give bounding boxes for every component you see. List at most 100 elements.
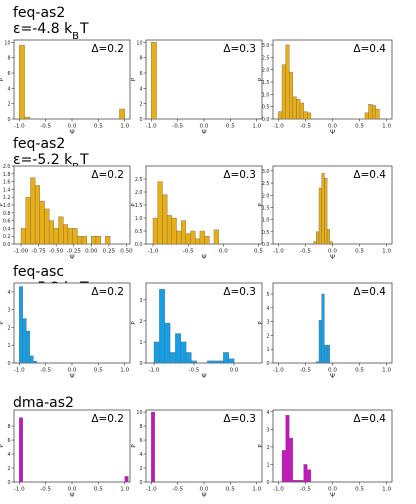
x-tick-label: -0.5 [172, 487, 183, 493]
histogram-bar [318, 187, 322, 245]
y-tick-label: 2 [7, 102, 10, 108]
y-tick-label: 4 [139, 86, 142, 92]
histogram-bar [180, 341, 187, 364]
y-axis-label: P [0, 444, 5, 448]
y-axis-label: P [258, 321, 264, 325]
histogram-bar [166, 215, 172, 245]
y-tick-label: 4 [7, 86, 10, 92]
histogram-bar [204, 235, 210, 245]
y-tick-label: 3.0 [262, 43, 270, 49]
y-tick-label: 3 [139, 298, 142, 304]
x-tick-label: -0.5 [172, 124, 183, 130]
histogram-bar [72, 228, 78, 245]
x-tick-label: -0.5 [40, 487, 51, 493]
histogram-bar [24, 116, 31, 120]
histogram-bar [48, 220, 55, 245]
histogram-bar [19, 286, 24, 364]
histogram-bar [289, 437, 294, 483]
y-axis-label: P [258, 77, 264, 81]
y-tick-label: 4 [266, 410, 269, 416]
y-tick-label: 1.0 [135, 216, 143, 222]
plot-frame [13, 39, 131, 120]
x-axis-label: Ψ [201, 253, 206, 261]
histogram-bar [321, 173, 325, 245]
x-tick-label: 0.0 [68, 124, 77, 130]
x-tick-label: 0.0 [328, 124, 337, 130]
y-tick-label: 0.2 [3, 234, 11, 240]
x-tick-label: -0.5 [300, 368, 311, 374]
histogram-bar [285, 44, 290, 120]
y-axis-label: P [131, 444, 137, 448]
delta-label: Δ=0.2 [91, 43, 124, 55]
y-tick-label: 10 [136, 40, 142, 46]
histogram-bar [153, 341, 160, 364]
histogram-bar [185, 352, 192, 364]
histogram-bar [324, 344, 328, 364]
x-tick-label: 0.0 [230, 368, 239, 374]
histogram-bar [281, 64, 286, 120]
y-tick-label: 0.0 [3, 242, 11, 248]
histogram-bar [157, 181, 163, 245]
y-tick-label: 2 [266, 445, 269, 451]
histogram-bar [30, 177, 36, 245]
y-axis-label: P [131, 77, 137, 81]
x-tick-label: -1.0 [146, 124, 157, 130]
y-tick-label: 1.5 [262, 80, 270, 86]
x-tick-label: 0.5 [355, 368, 364, 374]
x-axis-label: Ψ [330, 253, 335, 261]
histogram-bar [29, 355, 34, 364]
histogram-bar [151, 42, 157, 120]
histogram-bar [299, 480, 304, 483]
plot-frame [272, 165, 393, 245]
row-system-label: feq-asc [13, 264, 64, 280]
y-tick-label: 1.6 [3, 180, 11, 186]
histogram-bar [151, 411, 156, 483]
y-tick-label: 1.4 [3, 187, 11, 193]
x-axis-label: Ψ [69, 128, 74, 136]
histogram-bar [176, 230, 182, 245]
x-tick-label: -0.5 [40, 368, 51, 374]
x-tick-label: 0.50 [120, 249, 133, 255]
y-tick-label: 8 [139, 424, 142, 430]
histogram-bar [34, 185, 41, 245]
plot-frame [13, 409, 131, 483]
panel-4-1: -1.0 -0.5 0.0 0.5 1.0 0 2 4 6 8 Ψ P Δ=0.2 [0, 409, 131, 499]
x-tick-label: -0.5 [183, 249, 194, 255]
histogram-bar [326, 344, 330, 364]
panel-2-3: -1.0 -0.5 0.0 0.5 1.0 0.0 0.5 1.0 1.5 2.0 2.5 3.0 Ψ P… [258, 165, 393, 261]
panel-2-1: -1.00 -0.75 -0.50 -0.25 0.00 0.25 0.50 0.0 0.2 0.… [0, 164, 133, 261]
x-axis-label: Ψ [201, 128, 206, 136]
delta-label: Δ=0.4 [353, 286, 386, 298]
x-tick-label: -1.0 [14, 124, 25, 130]
histogram-bar [190, 230, 196, 245]
x-tick-label: 1.0 [382, 487, 391, 493]
y-tick-label: 0.4 [3, 226, 11, 232]
panel-3-1: -1.0 -0.5 0.0 0.5 1.0 0 1 2 3 4 Ψ P Δ=0.2 [0, 282, 131, 380]
delta-label: Δ=0.2 [91, 286, 124, 298]
histogram-bar [329, 241, 333, 245]
histogram-bar [316, 231, 320, 245]
y-tick-label: 2.5 [135, 177, 143, 183]
x-tick-label: 1.0 [382, 368, 391, 374]
histogram-bar [212, 360, 219, 364]
row-system-label: dma-as2 [13, 395, 74, 411]
histogram-bar [199, 230, 205, 245]
y-tick-label: 1 [139, 340, 142, 346]
histogram-bar [26, 330, 31, 364]
y-tick-label: 6 [139, 71, 142, 77]
x-tick-label: 0.00 [85, 249, 98, 255]
y-tick-label: 10 [136, 410, 142, 416]
histogram-bar [63, 224, 69, 245]
histogram-bar [316, 361, 320, 364]
histogram-bar [124, 476, 129, 483]
histogram-bar [292, 96, 297, 120]
y-tick-label: 2 [139, 319, 142, 325]
x-tick-label: -1.0 [146, 487, 157, 493]
y-tick-label: 0 [266, 480, 269, 486]
x-tick-label: 0.5 [355, 487, 364, 493]
x-tick-label: -1.0 [148, 249, 159, 255]
histogram-bar [185, 233, 191, 245]
